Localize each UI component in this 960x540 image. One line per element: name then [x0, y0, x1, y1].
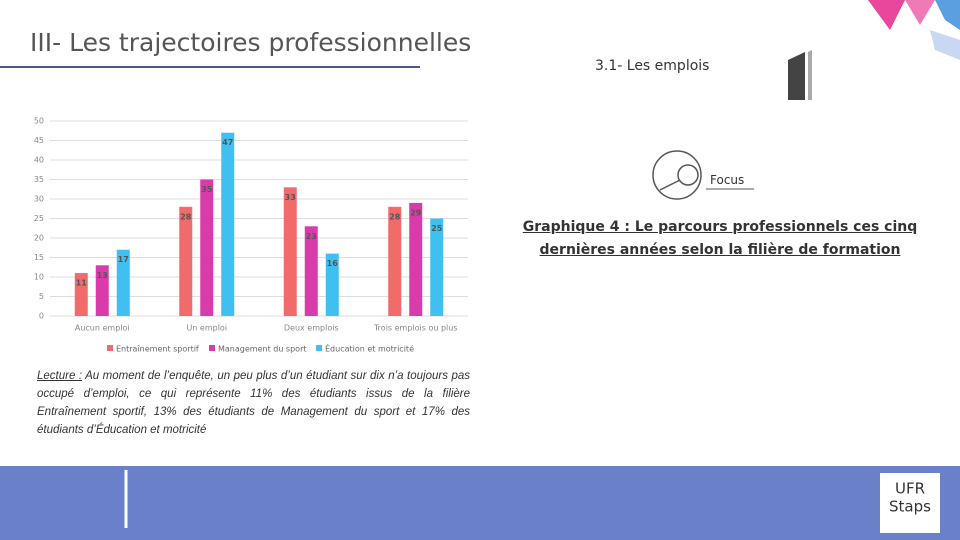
legend-label: Entraînement sportif: [116, 345, 199, 354]
value-label: 35: [201, 185, 213, 194]
value-label: 29: [410, 208, 422, 217]
legend-swatch: [316, 345, 322, 351]
y-tick-label: 45: [34, 136, 44, 145]
value-label: 28: [389, 212, 401, 221]
bar: [430, 218, 444, 316]
decoration: [788, 52, 805, 100]
legend-swatch: [209, 345, 215, 351]
value-label: 28: [180, 212, 192, 221]
section-title: 3.1- Les emplois: [595, 58, 710, 74]
y-tick-label: 10: [34, 273, 44, 282]
bar: [200, 179, 214, 316]
x-tick-label: Aucun emploi: [75, 324, 130, 333]
lecture-text: Au moment de l’enquête, un peu plus d’un…: [37, 370, 470, 436]
value-label: 33: [285, 193, 296, 202]
x-tick-label: Trois emplois ou plus: [373, 324, 458, 333]
x-tick-label: Un emploi: [186, 324, 227, 333]
bar: [304, 226, 318, 316]
logo-text: Staps: [889, 498, 931, 516]
graph-title: Graphique 4 : Le parcours professionnels…: [490, 216, 950, 262]
focus-icon: [659, 179, 681, 191]
decoration: [930, 30, 960, 60]
bar: [325, 253, 339, 316]
slide-title: III- Les trajectoires professionnelles: [30, 28, 472, 57]
bar: [179, 206, 193, 316]
logo-box: [880, 473, 940, 533]
focus-icon: [652, 150, 702, 200]
y-tick-label: 30: [34, 195, 44, 204]
y-tick-label: 15: [34, 253, 44, 262]
value-label: 47: [222, 138, 233, 147]
legend-label: Éducation et motricité: [325, 343, 414, 354]
graph-title-line: dernières années selon la filière de for…: [539, 242, 901, 258]
x-tick-label: Deux emplois: [284, 324, 339, 333]
y-tick-label: 50: [34, 117, 44, 126]
value-label: 23: [306, 232, 317, 241]
focus-icon: [677, 164, 699, 186]
decoration: [808, 50, 812, 100]
logo-text: UFR: [895, 480, 925, 498]
bar: [409, 202, 423, 316]
value-label: 16: [327, 259, 339, 268]
value-label: 13: [97, 271, 108, 280]
y-tick-label: 40: [34, 156, 44, 165]
y-tick-label: 25: [34, 214, 44, 223]
bar: [283, 187, 297, 316]
value-label: 11: [76, 279, 88, 288]
decoration: [905, 0, 935, 25]
bar: [116, 249, 130, 316]
graph-title-line: Graphique 4 : Le parcours professionnels…: [522, 219, 918, 235]
y-tick-label: 20: [34, 234, 44, 243]
value-label: 17: [118, 255, 129, 264]
lecture: Lecture : Au moment de l’enquête, un peu…: [37, 367, 470, 439]
legend-label: Management du sport: [218, 345, 307, 354]
decoration: [868, 0, 905, 30]
footer-bar: [0, 466, 960, 540]
lecture-label: Lecture :: [37, 370, 83, 382]
decoration: [935, 0, 960, 30]
bar: [95, 265, 109, 316]
y-tick-label: 35: [34, 175, 44, 184]
value-label: 25: [431, 224, 443, 233]
y-tick-label: 0: [39, 312, 44, 321]
focus-label: Focus: [710, 173, 745, 187]
y-tick-label: 5: [39, 292, 44, 301]
legend-swatch: [107, 345, 113, 351]
bar: [388, 206, 402, 316]
bar: [74, 273, 88, 316]
bar: [221, 132, 235, 316]
